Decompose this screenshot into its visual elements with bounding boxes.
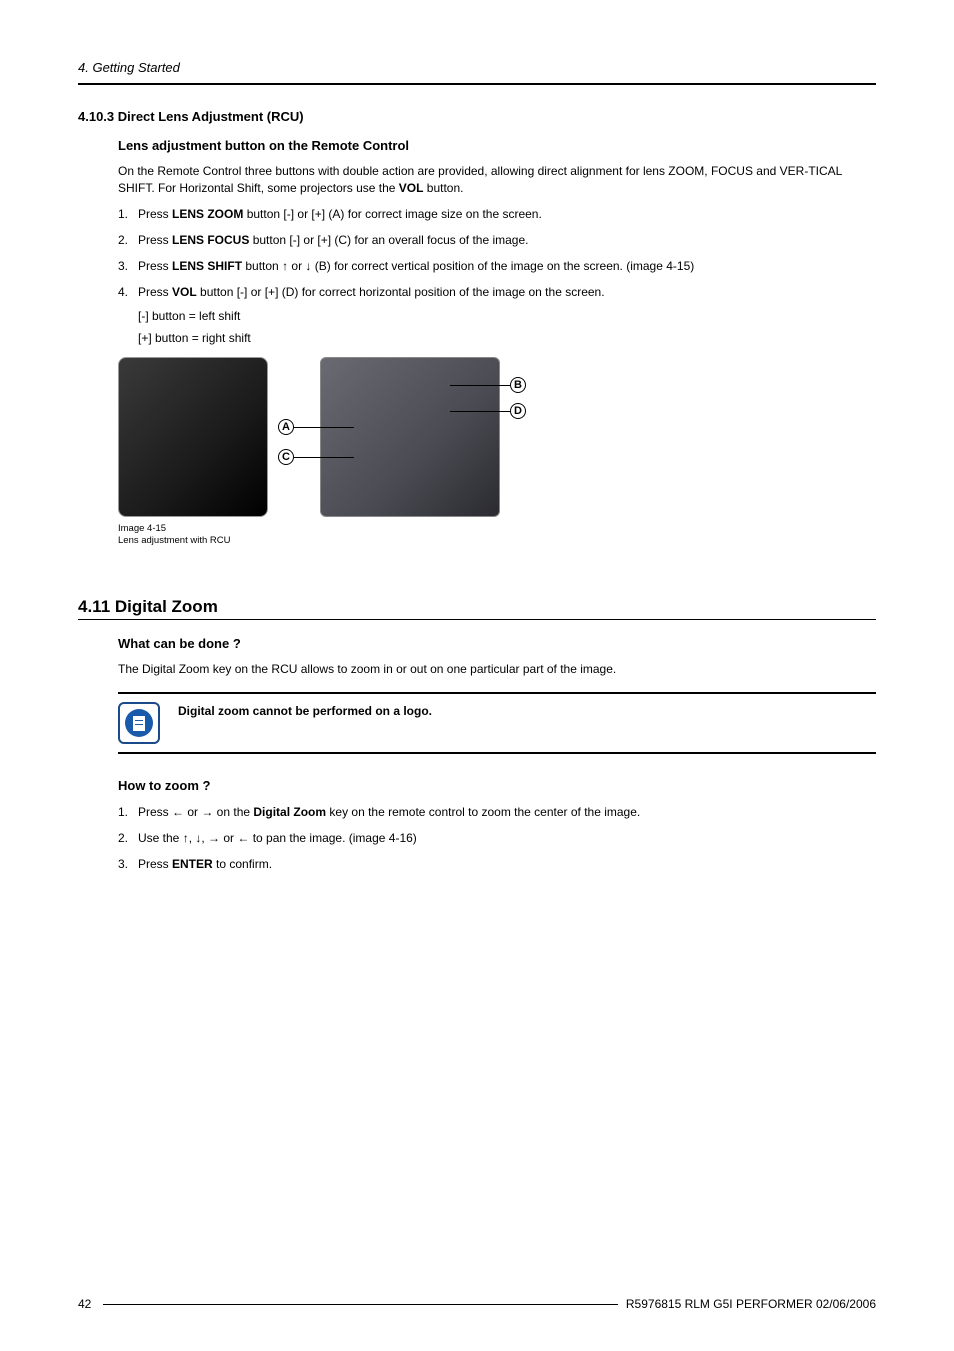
step-pre: Press — [138, 233, 172, 247]
step-post: button [-] or [+] (C) for an overall foc… — [249, 233, 528, 247]
sub-right-shift: [+] button = right shift — [138, 331, 876, 345]
list-item: 4. Press VOL button [-] or [+] (D) for c… — [118, 283, 876, 301]
step-number: 1. — [118, 803, 138, 821]
callout-d-label: D — [510, 403, 526, 419]
step-bold: Digital Zoom — [253, 805, 326, 819]
step-text: Press LENS ZOOM button [-] or [+] (A) fo… — [138, 205, 876, 223]
image-4-15-block: A C B D — [118, 357, 876, 517]
step-pre: Press ← or → on the — [138, 805, 253, 819]
lens-steps-list: 1. Press LENS ZOOM button [-] or [+] (A)… — [118, 205, 876, 301]
step-text: Press LENS SHIFT button ↑ or ↓ (B) for c… — [138, 257, 876, 275]
subheading-lens-button: Lens adjustment button on the Remote Con… — [118, 138, 876, 153]
zoom-steps-list: 1. Press ← or → on the Digital Zoom key … — [118, 803, 876, 873]
step-number: 3. — [118, 257, 138, 275]
step-text: Press ← or → on the Digital Zoom key on … — [138, 803, 876, 821]
callout-c-line — [294, 457, 354, 458]
callout-a-line — [294, 427, 354, 428]
section-4-11-heading: 4.11 Digital Zoom — [78, 597, 876, 617]
note-box: Digital zoom cannot be performed on a lo… — [118, 692, 876, 754]
callout-b-line — [450, 385, 510, 386]
step-pre: Press — [138, 207, 172, 221]
list-item: 1. Press ← or → on the Digital Zoom key … — [118, 803, 876, 821]
step-pre: Press — [138, 259, 172, 273]
subheading-what-done: What can be done ? — [118, 636, 876, 651]
callout-b: B — [510, 377, 526, 393]
step-text: Press LENS FOCUS button [-] or [+] (C) f… — [138, 231, 876, 249]
callout-b-label: B — [510, 377, 526, 393]
callout-c-label: C — [278, 449, 294, 465]
page-footer: 42 R5976815 RLM G5I PERFORMER 02/06/2006 — [78, 1297, 876, 1311]
step-pre: Press — [138, 285, 172, 299]
list-item: 3. Press ENTER to confirm. — [118, 855, 876, 873]
callout-a-label: A — [278, 419, 294, 435]
step-text: Use the ↑, ↓, → or ← to pan the image. (… — [138, 829, 876, 847]
section-rule — [78, 619, 876, 620]
list-item: 2. Use the ↑, ↓, → or ← to pan the image… — [118, 829, 876, 847]
step-post: to confirm. — [213, 857, 272, 871]
step-text: Press ENTER to confirm. — [138, 855, 876, 873]
step-bold: ENTER — [172, 857, 213, 871]
footer-doc-id: R5976815 RLM G5I PERFORMER 02/06/2006 — [626, 1297, 876, 1311]
list-item: 1. Press LENS ZOOM button [-] or [+] (A)… — [118, 205, 876, 223]
step-post: button ↑ or ↓ (B) for correct vertical p… — [242, 259, 694, 273]
page-number: 42 — [78, 1297, 91, 1311]
remote-dark-image — [118, 357, 268, 517]
step-post: key on the remote control to zoom the ce… — [326, 805, 640, 819]
note-icon-inner — [125, 709, 153, 737]
intro-para: On the Remote Control three buttons with… — [118, 163, 876, 197]
step-number: 2. — [118, 829, 138, 847]
remote-light-wrap: A C B D — [280, 357, 540, 517]
subheading-how-zoom: How to zoom ? — [118, 778, 876, 793]
note-page-icon — [133, 716, 145, 731]
footer-rule — [103, 1304, 618, 1305]
step-number: 2. — [118, 231, 138, 249]
note-icon — [118, 702, 160, 744]
step-bold: VOL — [172, 285, 197, 299]
note-text: Digital zoom cannot be performed on a lo… — [178, 702, 432, 718]
intro-text-1: On the Remote Control three buttons with… — [118, 164, 842, 195]
step-number: 1. — [118, 205, 138, 223]
section-4-10-3-heading: 4.10.3 Direct Lens Adjustment (RCU) — [78, 109, 876, 124]
callout-c: C — [278, 449, 294, 465]
callout-d-line — [450, 411, 510, 412]
intro-vol: VOL — [399, 181, 424, 195]
remote-light-image — [320, 357, 500, 517]
callout-a: A — [278, 419, 294, 435]
sub-left-shift: [-] button = left shift — [138, 309, 876, 323]
list-item: 2. Press LENS FOCUS button [-] or [+] (C… — [118, 231, 876, 249]
step-bold: LENS SHIFT — [172, 259, 242, 273]
step-post: button [-] or [+] (D) for correct horizo… — [197, 285, 605, 299]
step-pre: Press — [138, 857, 172, 871]
digital-zoom-para: The Digital Zoom key on the RCU allows t… — [118, 661, 876, 678]
step-number: 3. — [118, 855, 138, 873]
step-number: 4. — [118, 283, 138, 301]
image-caption-title: Image 4-15 — [118, 523, 876, 535]
image-caption-desc: Lens adjustment with RCU — [118, 535, 876, 547]
chapter-header: 4. Getting Started — [78, 60, 876, 75]
intro-text-2: button. — [423, 181, 463, 195]
step-bold: LENS ZOOM — [172, 207, 243, 221]
callout-d: D — [510, 403, 526, 419]
header-rule — [78, 83, 876, 85]
step-post: button [-] or [+] (A) for correct image … — [243, 207, 541, 221]
step-text: Press VOL button [-] or [+] (D) for corr… — [138, 283, 876, 301]
step-pre: Use the ↑, ↓, → or ← to pan the image. (… — [138, 831, 417, 845]
step-bold: LENS FOCUS — [172, 233, 249, 247]
list-item: 3. Press LENS SHIFT button ↑ or ↓ (B) fo… — [118, 257, 876, 275]
